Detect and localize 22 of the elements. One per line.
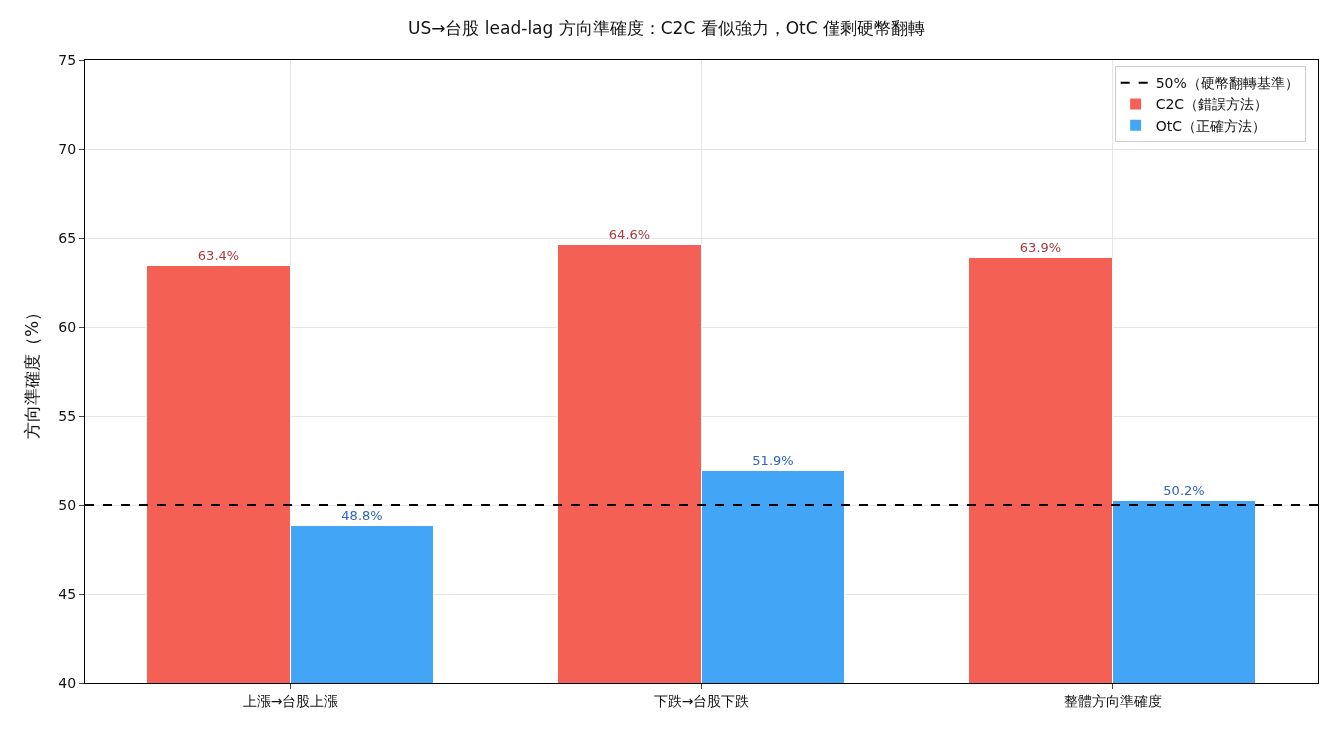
x-tick-label: 下跌→台股下跌 (653, 692, 750, 709)
data-label: 50.2% (1163, 482, 1205, 498)
y-tick-label: 75 (58, 51, 77, 68)
x-tick-label: 整體方向準確度 (1063, 692, 1162, 709)
y-tick-label: 50 (58, 496, 77, 513)
y-tick-label: 45 (58, 585, 77, 602)
y-tick-label: 40 (58, 674, 77, 691)
data-label: 63.4% (197, 247, 240, 263)
data-label: 51.9% (752, 452, 794, 468)
x-tick-label: 上漲→台股上漲 (242, 692, 339, 709)
legend-label: OtC（正確方法） (1155, 117, 1266, 134)
y-tick-label: 60 (58, 318, 77, 335)
data-label: 48.8% (341, 507, 383, 523)
y-tick-label: 55 (58, 407, 77, 424)
y-tick-label: 70 (58, 140, 77, 157)
data-label: 63.9% (1019, 239, 1062, 255)
data-label: 64.6% (608, 226, 651, 242)
y-axis-title: 方向準確度（%） (21, 303, 42, 440)
chart-title: US→台股 lead-lag 方向準確度：C2C 看似強力，OtC 僅剩硬幣翻轉 (407, 17, 926, 38)
legend-label: 50%（硬幣翻轉基準） (1155, 75, 1299, 92)
legend-label: C2C（錯誤方法） (1155, 96, 1269, 113)
y-tick-label: 65 (58, 229, 77, 246)
